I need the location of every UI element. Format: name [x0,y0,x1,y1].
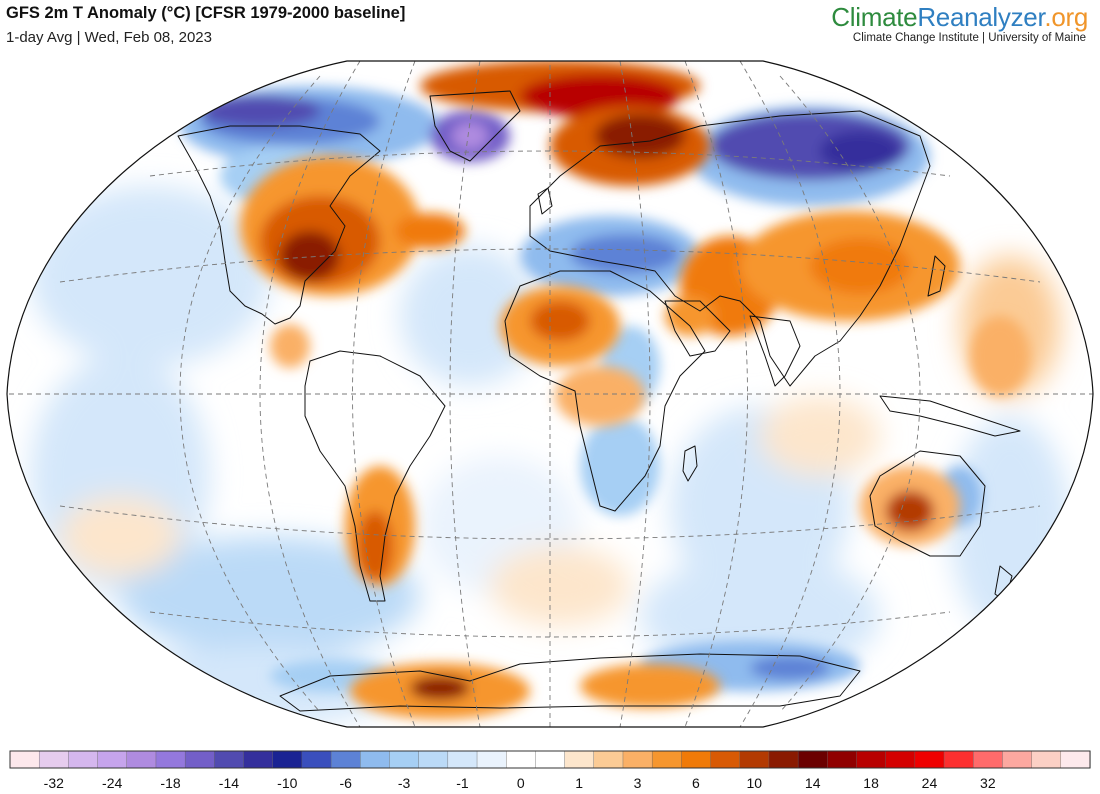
meridian-90e [739,61,841,727]
south-america-outline [304,350,446,602]
legend-swatch [447,750,478,769]
legend-swatch [943,750,974,769]
legend-tick-labels: -32 -24 -18 -14 -10 -6 -3 -1 0 1 3 6 10 14 18 24 32 [44,775,996,791]
legend-swatch [856,750,887,769]
arabia-outline [664,300,731,357]
legend-tick-label: -1 [456,775,469,791]
legend-swatch [914,750,945,769]
legend-swatch [710,750,741,769]
legend-tick-label: 32 [980,775,996,791]
parallel-60n [149,150,951,177]
legend-frame [9,750,1091,769]
legend-tick-label: 1 [575,775,583,791]
brand-subtitle: Climate Change Institute | University of… [852,32,1086,44]
legend-swatch [973,750,1004,769]
legend-swatch [535,750,566,769]
legend-tick-label: 6 [692,775,700,791]
legend-swatch [68,750,99,769]
meridian-60e [684,61,748,727]
legend-swatch [1060,750,1091,769]
meridian-120e [779,75,921,713]
legend-tick-label: -14 [219,775,239,791]
legend-swatch [768,750,799,769]
legend-swatch [97,750,128,769]
brand-logo[interactable]: ClimateReanalyzer.org [831,2,1088,33]
coastlines [177,90,1021,712]
legend-swatch [330,750,361,769]
parallel-30n [59,248,1041,283]
legend-swatch [272,750,303,769]
graticule [7,61,1093,727]
meridian-90w [259,61,361,727]
legend-swatch [797,750,828,769]
madagascar-outline [682,445,698,482]
legend-tick-label: 10 [747,775,763,791]
legend-tick-label: -6 [339,775,352,791]
legend-swatch [1031,750,1062,769]
legend-tick-label: 0 [517,775,525,791]
legend-swatch [184,750,215,769]
anomaly-field [7,61,1093,727]
brand-part-reanalyzer: Reanalyzer [917,2,1045,32]
legend-swatch [155,750,186,769]
legend-swatch [243,750,274,769]
meridian-30w [449,61,481,727]
legend-swatch [564,750,595,769]
legend-swatch [506,750,537,769]
legend-swatch [681,750,712,769]
legend-swatch [476,750,507,769]
legend-swatches [9,750,1091,769]
india-outline [749,315,801,387]
legend-swatch [885,750,916,769]
meridian-120w [179,75,321,713]
legend-swatch [9,750,40,769]
legend-tick-label: 3 [634,775,642,791]
legend-tick-label: -18 [160,775,180,791]
brand-part-climate: Climate [831,2,918,32]
warm-anomalies [240,61,1030,719]
legend-swatch [301,750,332,769]
legend-tick-label: -10 [277,775,297,791]
africa-outline [504,270,706,512]
uk-outline [537,187,553,215]
legend-swatch [214,750,245,769]
legend-tick-label: -24 [102,775,122,791]
legend-swatch [360,750,391,769]
anomaly-map [6,60,1094,728]
legend-swatch [126,750,157,769]
legend-swatch [1002,750,1033,769]
meridian-30e [619,61,651,727]
australia-outline [869,450,986,557]
legend-swatch [651,750,682,769]
legend-tick-label: -3 [398,775,411,791]
legend-swatch [38,750,69,769]
legend-swatch [389,750,420,769]
legend-tick-label: -32 [44,775,64,791]
meridian-60w [352,61,416,727]
legend-tick-label: 24 [922,775,938,791]
color-legend: -32 -24 -18 -14 -10 -6 -3 -1 0 1 3 6 10 14 18 24 32 [9,750,1091,791]
map-subtitle: 1-day Avg | Wed, Feb 08, 2023 [6,29,212,46]
brand-part-org: .org [1044,2,1088,32]
map-border [6,60,1094,728]
japan-outline [927,255,946,297]
legend-tick-label: 18 [863,775,879,791]
greenland-outline [429,90,521,162]
antarctica-outline [279,653,861,712]
north-america-outline [177,125,381,325]
legend-swatch [622,750,653,769]
legend-tick-label: 14 [805,775,821,791]
parallel-60s [149,611,951,638]
legend-swatch [418,750,449,769]
legend-swatch [593,750,624,769]
eurasia-outline [529,110,931,387]
legend-swatch [739,750,770,769]
legend-swatch [827,750,858,769]
map-title: GFS 2m T Anomaly (°C) [CFSR 1979-2000 ba… [6,4,406,22]
indonesia-outline [879,395,1021,437]
